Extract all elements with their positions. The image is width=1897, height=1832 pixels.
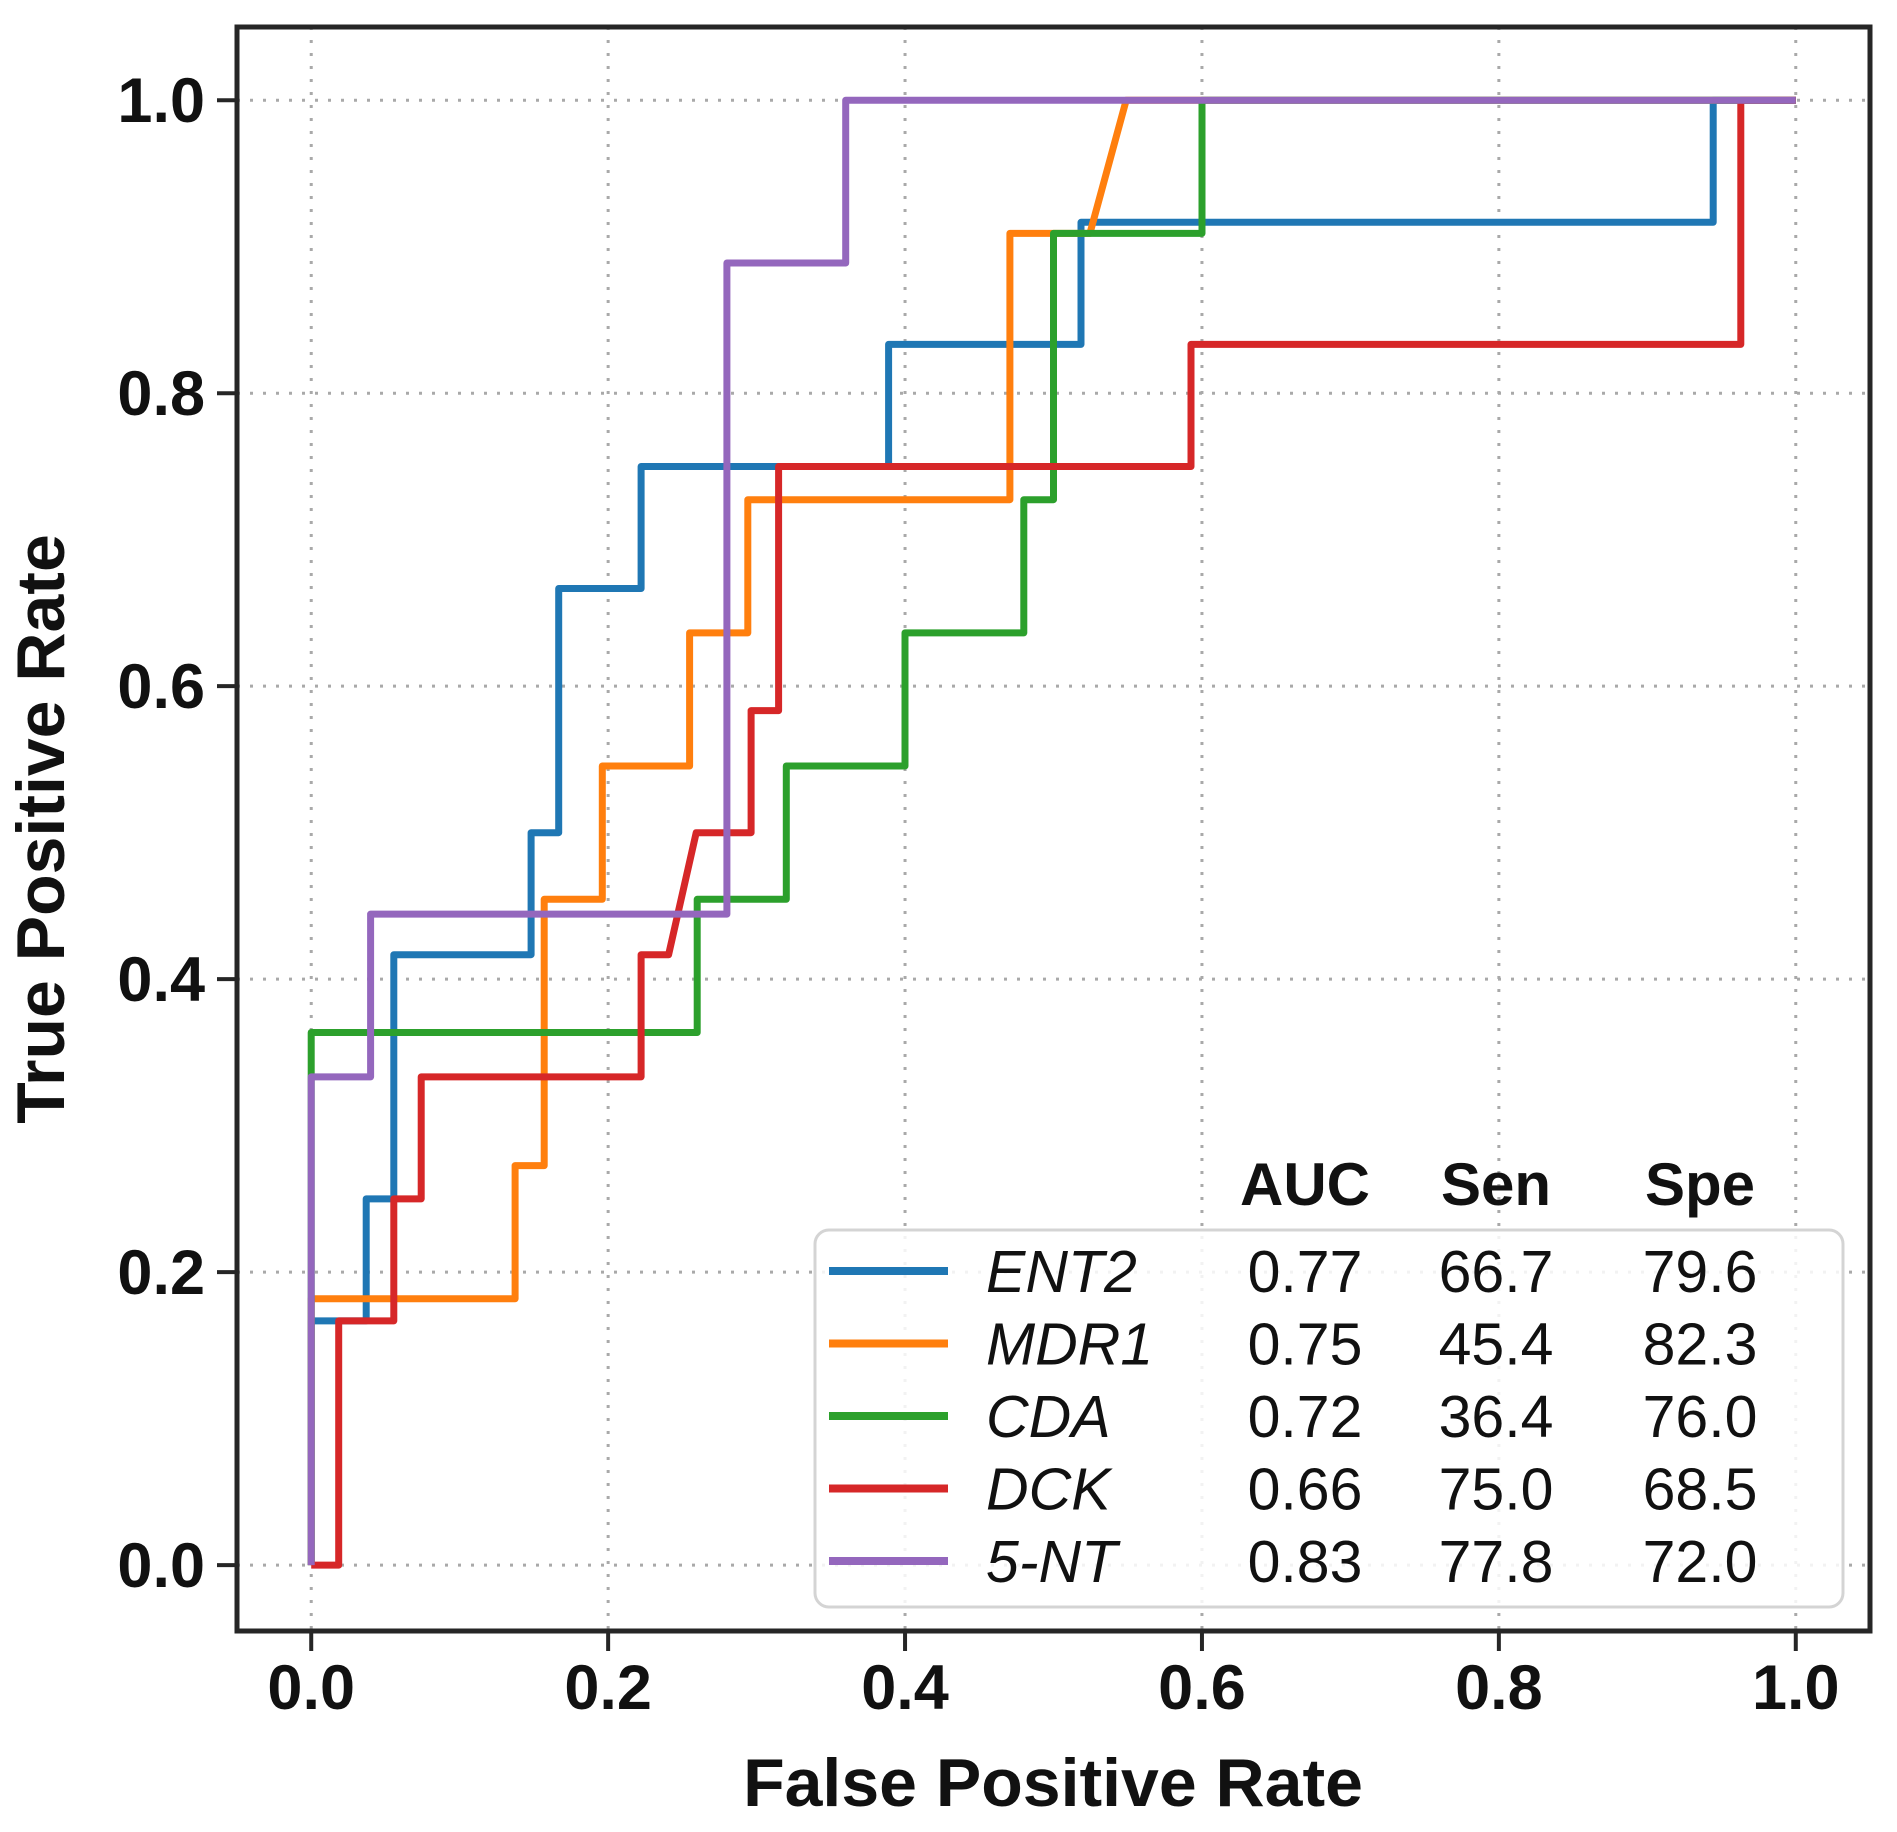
legend-header-auc: AUC: [1240, 1151, 1370, 1218]
legend-header-sen: Sen: [1441, 1151, 1551, 1218]
legend-sen-value: 75.0: [1439, 1457, 1554, 1523]
legend-series-name: CDA: [986, 1384, 1111, 1450]
y-tick-label: 1.0: [117, 66, 205, 136]
series-line-MDR1: [307, 96, 1796, 1566]
series-lines: [307, 96, 1796, 1569]
x-tick-label: 1.0: [1752, 1653, 1840, 1723]
legend-row-MDR1: MDR1 0.75 45.4 82.3: [829, 1312, 1757, 1378]
legend-sen-value: 66.7: [1439, 1239, 1554, 1305]
x-axis-title: False Positive Rate: [743, 1745, 1363, 1821]
legend-header-spe: Spe: [1645, 1151, 1755, 1218]
legend-auc-value: 0.66: [1248, 1457, 1363, 1523]
legend-sen-value: 36.4: [1439, 1384, 1554, 1450]
y-tick-label: 0.2: [117, 1238, 205, 1308]
series-line-ENT2: [307, 96, 1796, 1566]
legend-auc-value: 0.83: [1248, 1529, 1363, 1595]
x-tick-label: 0.0: [267, 1653, 355, 1723]
series-line-CDA: [307, 96, 1796, 1566]
x-tick-label: 0.8: [1455, 1653, 1543, 1723]
legend-series-name: 5-NT: [986, 1529, 1121, 1595]
y-axis-title: True Positive Rate: [3, 534, 79, 1124]
legend-series-name: ENT2: [986, 1239, 1137, 1305]
legend-series-name: MDR1: [986, 1312, 1153, 1378]
legend-series-name: DCK: [986, 1457, 1113, 1523]
y-tick-label: 0.6: [117, 652, 205, 722]
legend-auc-value: 0.72: [1248, 1384, 1363, 1450]
legend-auc-value: 0.75: [1248, 1312, 1363, 1378]
legend-row-5-NT: 5-NT 0.83 77.8 72.0: [829, 1529, 1757, 1595]
x-tick-label: 0.6: [1158, 1653, 1246, 1723]
legend-spe-value: 79.6: [1643, 1239, 1758, 1305]
y-tick-label: 0.8: [117, 359, 205, 429]
legend-spe-value: 72.0: [1643, 1529, 1758, 1595]
axis-ticks: 0.0 0.2 0.4 0.6 0.8 1.0 0.0 0.2 0.4 0.6 0.8 1.0: [117, 66, 1839, 1723]
series-line-5-NT: [307, 96, 1796, 1566]
legend-row-DCK: DCK 0.66 75.0 68.5: [829, 1457, 1757, 1523]
legend-spe-value: 76.0: [1643, 1384, 1758, 1450]
y-tick-label: 0.0: [117, 1531, 205, 1601]
series-line-DCK: [311, 96, 1796, 1569]
legend-row-CDA: CDA 0.72 36.4 76.0: [829, 1384, 1757, 1450]
legend-spe-value: 82.3: [1643, 1312, 1758, 1378]
x-tick-label: 0.2: [564, 1653, 652, 1723]
legend-box: [813, 1228, 1845, 1609]
legend-sen-value: 45.4: [1439, 1312, 1554, 1378]
legend-auc-value: 0.77: [1248, 1239, 1363, 1305]
legend-spe-value: 68.5: [1643, 1457, 1758, 1523]
plot-border: [234, 24, 1873, 1634]
legend-sen-value: 77.8: [1439, 1529, 1554, 1595]
x-tick-label: 0.4: [861, 1653, 949, 1723]
legend: AUC Sen Spe ENT2 0.77 66.7 79.6 MDR1 0.75 45.4 82.…: [813, 1151, 1845, 1609]
y-tick-label: 0.4: [117, 945, 205, 1015]
legend-row-ENT2: ENT2 0.77 66.7 79.6: [829, 1239, 1757, 1305]
